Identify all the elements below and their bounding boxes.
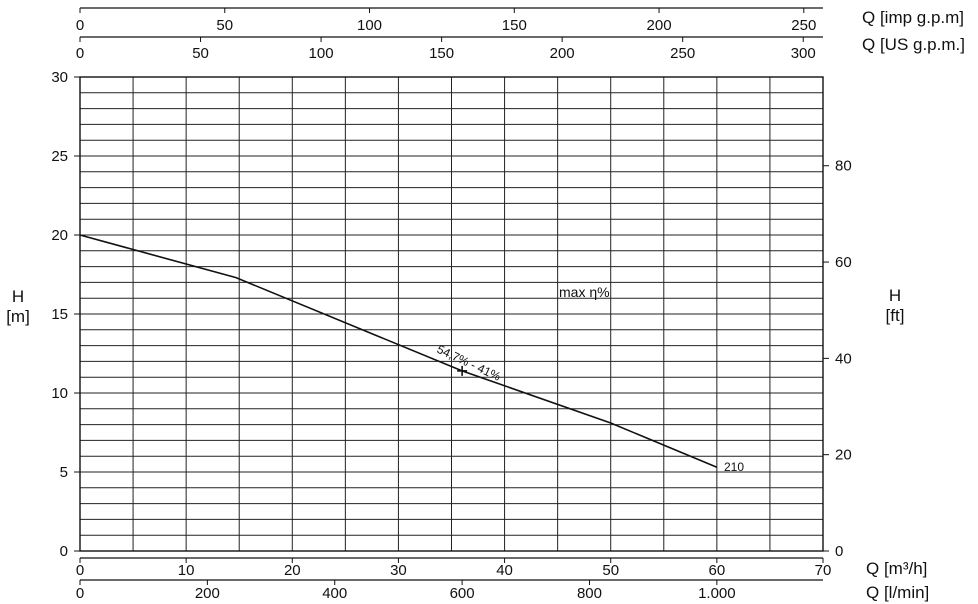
left-tick-label: 0	[60, 543, 68, 560]
top-inner-tick-label: 50	[192, 45, 209, 62]
bottom-secondary-tick-label: 0	[76, 585, 84, 602]
best-efficiency-point-marker	[457, 365, 468, 376]
top-outer-tick-label: 0	[76, 17, 84, 34]
left-tick-label: 25	[51, 148, 68, 165]
bottom-secondary-tick-label: 600	[450, 585, 475, 602]
left-tick-label: 15	[51, 306, 68, 323]
top-outer-tick-label: 200	[647, 17, 672, 34]
top-inner-axis-label: Q [US g.p.m.]	[862, 35, 965, 54]
right-tick-label: 0	[835, 543, 843, 560]
left-tick-label: 20	[51, 227, 68, 244]
bottom-secondary-tick-label: 1.000	[698, 585, 736, 602]
top-outer-tick-label: 250	[791, 17, 816, 34]
bottom-secondary-tick-label: 200	[195, 585, 220, 602]
bottom-primary-axis-label: Q [m³/h]	[866, 559, 927, 578]
bottom-primary-tick-label: 10	[178, 562, 195, 579]
bottom-primary-tick-label: 20	[284, 562, 301, 579]
right-axis-label-unit: [ft]	[886, 306, 905, 325]
top-inner-tick-label: 0	[76, 45, 84, 62]
left-axis-label-unit: [m]	[6, 307, 30, 326]
bottom-primary-tick-label: 70	[815, 562, 832, 579]
series-layer	[79, 234, 718, 468]
top-inner-tick-label: 150	[429, 45, 454, 62]
grid-layer	[79, 76, 824, 552]
right-tick-label: 60	[835, 254, 852, 271]
right-tick-label: 80	[835, 158, 852, 175]
bottom-primary-tick-label: 60	[709, 562, 726, 579]
right-tick-label: 40	[835, 350, 852, 367]
bottom-primary-tick-label: 50	[602, 562, 619, 579]
left-axis-label-h: H	[12, 287, 24, 306]
top-inner-tick-label: 200	[550, 45, 575, 62]
right-axis-label-h: H	[889, 286, 901, 305]
plot-frame	[74, 7, 829, 585]
bottom-secondary-tick-label: 800	[577, 585, 602, 602]
bottom-primary-tick-label: 30	[390, 562, 407, 579]
top-outer-tick-label: 150	[502, 17, 527, 34]
curve-end-label: 210	[724, 460, 744, 474]
right-tick-label: 20	[835, 447, 852, 464]
left-tick-label: 30	[51, 69, 68, 86]
left-tick-label: 10	[51, 385, 68, 402]
top-outer-axis-label: Q [imp g.p.m]	[862, 8, 964, 27]
left-tick-label: 5	[60, 464, 68, 481]
top-outer-tick-label: 100	[357, 17, 382, 34]
bottom-primary-tick-label: 40	[496, 562, 513, 579]
bottom-secondary-axis-label: Q [l/min]	[866, 583, 929, 602]
top-outer-tick-label: 50	[216, 17, 233, 34]
top-inner-tick-label: 250	[670, 45, 695, 62]
bottom-secondary-tick-label: 400	[322, 585, 347, 602]
max-efficiency-annotation: max η%	[559, 284, 610, 300]
top-inner-tick-label: 300	[791, 45, 816, 62]
top-inner-tick-label: 100	[309, 45, 334, 62]
bottom-primary-tick-label: 0	[76, 562, 84, 579]
